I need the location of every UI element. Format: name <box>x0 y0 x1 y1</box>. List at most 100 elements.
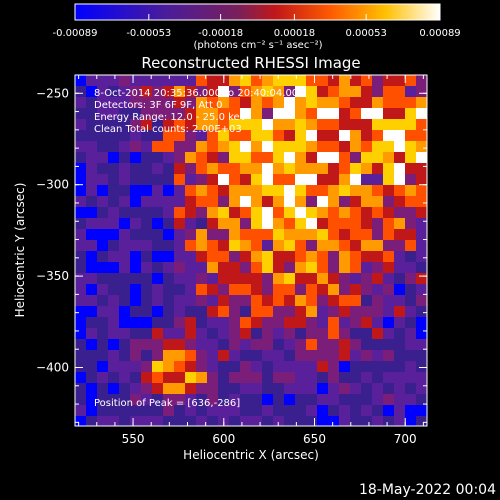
heatmap-cell <box>97 405 108 416</box>
heatmap-cell <box>152 152 163 163</box>
heatmap-cell <box>416 350 427 361</box>
heatmap-cell <box>295 416 306 426</box>
heatmap-cell <box>240 207 251 218</box>
heatmap-cell <box>328 119 339 130</box>
heatmap-cell <box>229 86 240 97</box>
heatmap-cell <box>361 405 372 416</box>
heatmap-cell <box>295 350 306 361</box>
heatmap-cell <box>339 361 350 372</box>
heatmap-cell <box>196 141 207 152</box>
heatmap-cell <box>86 218 97 229</box>
heatmap-cell <box>75 383 86 394</box>
heatmap-cell <box>339 119 350 130</box>
heatmap-cell <box>86 163 97 174</box>
heatmap-cell <box>383 196 394 207</box>
heatmap-cell <box>75 284 86 295</box>
heatmap-cell <box>207 306 218 317</box>
heatmap-cell <box>97 361 108 372</box>
heatmap-cell <box>119 163 130 174</box>
heatmap-cell <box>306 196 317 207</box>
heatmap-cell <box>295 405 306 416</box>
heatmap-cell <box>207 383 218 394</box>
heatmap-cell <box>394 174 405 185</box>
heatmap-cell <box>174 262 185 273</box>
heatmap-cell <box>350 350 361 361</box>
heatmap-cell <box>97 130 108 141</box>
heatmap-cell <box>97 185 108 196</box>
heatmap-cell <box>372 185 383 196</box>
heatmap-cell <box>295 361 306 372</box>
heatmap-cell <box>339 383 350 394</box>
heatmap-cell <box>416 141 427 152</box>
heatmap-cell <box>394 152 405 163</box>
heatmap-cell <box>141 218 152 229</box>
heatmap-cell <box>361 394 372 405</box>
heatmap-cell <box>251 251 262 262</box>
heatmap-cell <box>317 229 328 240</box>
heatmap-cell <box>174 119 185 130</box>
heatmap-cell <box>350 328 361 339</box>
heatmap-cell <box>372 108 383 119</box>
heatmap-cell <box>273 108 284 119</box>
heatmap-cell <box>119 295 130 306</box>
heatmap-cell <box>130 405 141 416</box>
heatmap-cell <box>75 328 86 339</box>
heatmap-cell <box>229 295 240 306</box>
heatmap-cell <box>328 361 339 372</box>
heatmap-cell <box>207 394 218 405</box>
heatmap-cell <box>130 174 141 185</box>
heatmap-cell <box>86 108 97 119</box>
heatmap-cell <box>383 207 394 218</box>
heatmap-cell <box>119 383 130 394</box>
heatmap-cell <box>339 97 350 108</box>
heatmap-cell <box>405 295 416 306</box>
heatmap-cell <box>416 97 427 108</box>
heatmap-cell <box>284 251 295 262</box>
heatmap-cell <box>229 251 240 262</box>
heatmap-cell <box>163 251 174 262</box>
heatmap-cell <box>218 405 229 416</box>
heatmap-cell <box>317 306 328 317</box>
heatmap-cell <box>405 196 416 207</box>
heatmap-cell <box>163 295 174 306</box>
heatmap-cell <box>306 251 317 262</box>
heatmap-cell <box>218 240 229 251</box>
heatmap-cell <box>196 306 207 317</box>
heatmap-cell <box>350 273 361 284</box>
heatmap-cell <box>240 196 251 207</box>
heatmap-cell <box>394 350 405 361</box>
colorbar-tick-label: 0.00089 <box>419 28 460 39</box>
heatmap-cell <box>295 130 306 141</box>
heatmap-cell <box>383 361 394 372</box>
heatmap-cell <box>262 405 273 416</box>
heatmap-cell <box>97 273 108 284</box>
heatmap-cell <box>218 339 229 350</box>
heatmap-cell <box>317 119 328 130</box>
heatmap-cell <box>130 240 141 251</box>
heatmap-cell <box>174 152 185 163</box>
heatmap-cell <box>119 240 130 251</box>
heatmap-cell <box>361 284 372 295</box>
heatmap-cell <box>350 185 361 196</box>
heatmap-cell <box>284 262 295 273</box>
heatmap-cell <box>306 394 317 405</box>
heatmap-cell <box>372 229 383 240</box>
heatmap-cell <box>86 405 97 416</box>
heatmap-cell <box>405 306 416 317</box>
heatmap-cell <box>328 262 339 273</box>
heatmap-cell <box>97 86 108 97</box>
heatmap-cell <box>383 394 394 405</box>
heatmap-cell <box>185 207 196 218</box>
heatmap-cell <box>372 196 383 207</box>
heatmap-cell <box>306 75 317 86</box>
heatmap-cell <box>372 372 383 383</box>
heatmap-cell <box>174 405 185 416</box>
heatmap-cell <box>185 284 196 295</box>
heatmap-cell <box>383 339 394 350</box>
heatmap-cell <box>207 108 218 119</box>
heatmap-cell <box>284 229 295 240</box>
heatmap-cell <box>350 317 361 328</box>
heatmap-cell <box>196 273 207 284</box>
heatmap-cell <box>405 383 416 394</box>
heatmap-cell <box>251 97 262 108</box>
